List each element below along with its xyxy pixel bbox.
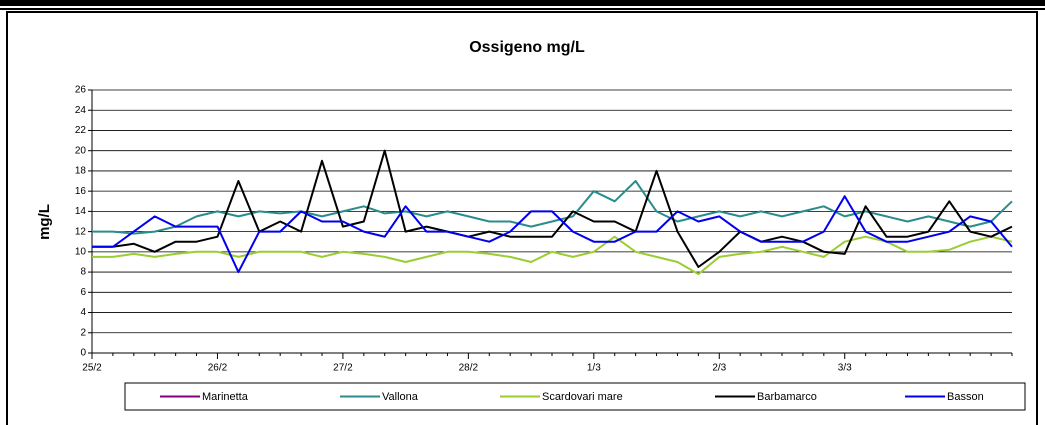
x-tick-label: 2/3 (712, 363, 726, 374)
y-tick-label: 14 (75, 206, 87, 217)
y-tick-label: 24 (75, 105, 87, 116)
x-tick-label: 25/2 (82, 363, 102, 374)
series-line (92, 195, 1013, 274)
y-tick-label: 0 (80, 348, 86, 359)
legend-label: Basson (947, 391, 984, 403)
y-tick-label: 18 (75, 166, 87, 177)
y-tick-label: 26 (75, 85, 87, 96)
y-axis-label: mg/L (36, 204, 53, 240)
x-tick-label: 28/2 (459, 363, 479, 374)
legend-label: Marinetta (202, 391, 249, 403)
x-tick-label: 26/2 (208, 363, 228, 374)
legend-label: Scardovari mare (542, 391, 623, 403)
y-tick-label: 2 (80, 327, 86, 338)
x-tick-label: 1/3 (587, 363, 601, 374)
series-line (92, 149, 1013, 268)
chart-frame (6, 11, 1038, 425)
y-tick-label: 10 (75, 246, 87, 257)
y-tick-label: 16 (75, 186, 87, 197)
series-line (92, 235, 1013, 276)
y-tick-label: 12 (75, 226, 87, 237)
y-tick-label: 22 (75, 125, 87, 136)
y-tick-label: 20 (75, 145, 87, 156)
series-line (92, 180, 1013, 235)
legend-label: Vallona (382, 391, 419, 403)
x-tick-label: 3/3 (838, 363, 852, 374)
chart-title: Ossigeno mg/L (469, 39, 585, 56)
y-tick-label: 6 (80, 287, 86, 298)
legend (124, 382, 1026, 411)
x-tick-label: 27/2 (333, 363, 353, 374)
y-tick-label: 8 (80, 267, 86, 278)
legend-label: Barbamarco (757, 391, 817, 403)
top-bar (0, 0, 1045, 6)
y-tick-label: 4 (80, 307, 86, 318)
